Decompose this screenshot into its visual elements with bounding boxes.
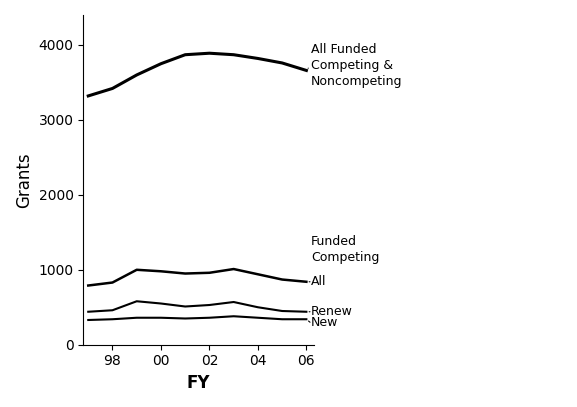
X-axis label: FY: FY: [187, 374, 210, 392]
Text: All: All: [311, 275, 327, 288]
Text: All Funded
Competing &
Noncompeting: All Funded Competing & Noncompeting: [311, 44, 403, 88]
Y-axis label: Grants: Grants: [15, 152, 33, 208]
Text: New: New: [311, 316, 339, 329]
Text: Funded
Competing: Funded Competing: [311, 235, 380, 264]
Text: Renew: Renew: [311, 305, 353, 318]
